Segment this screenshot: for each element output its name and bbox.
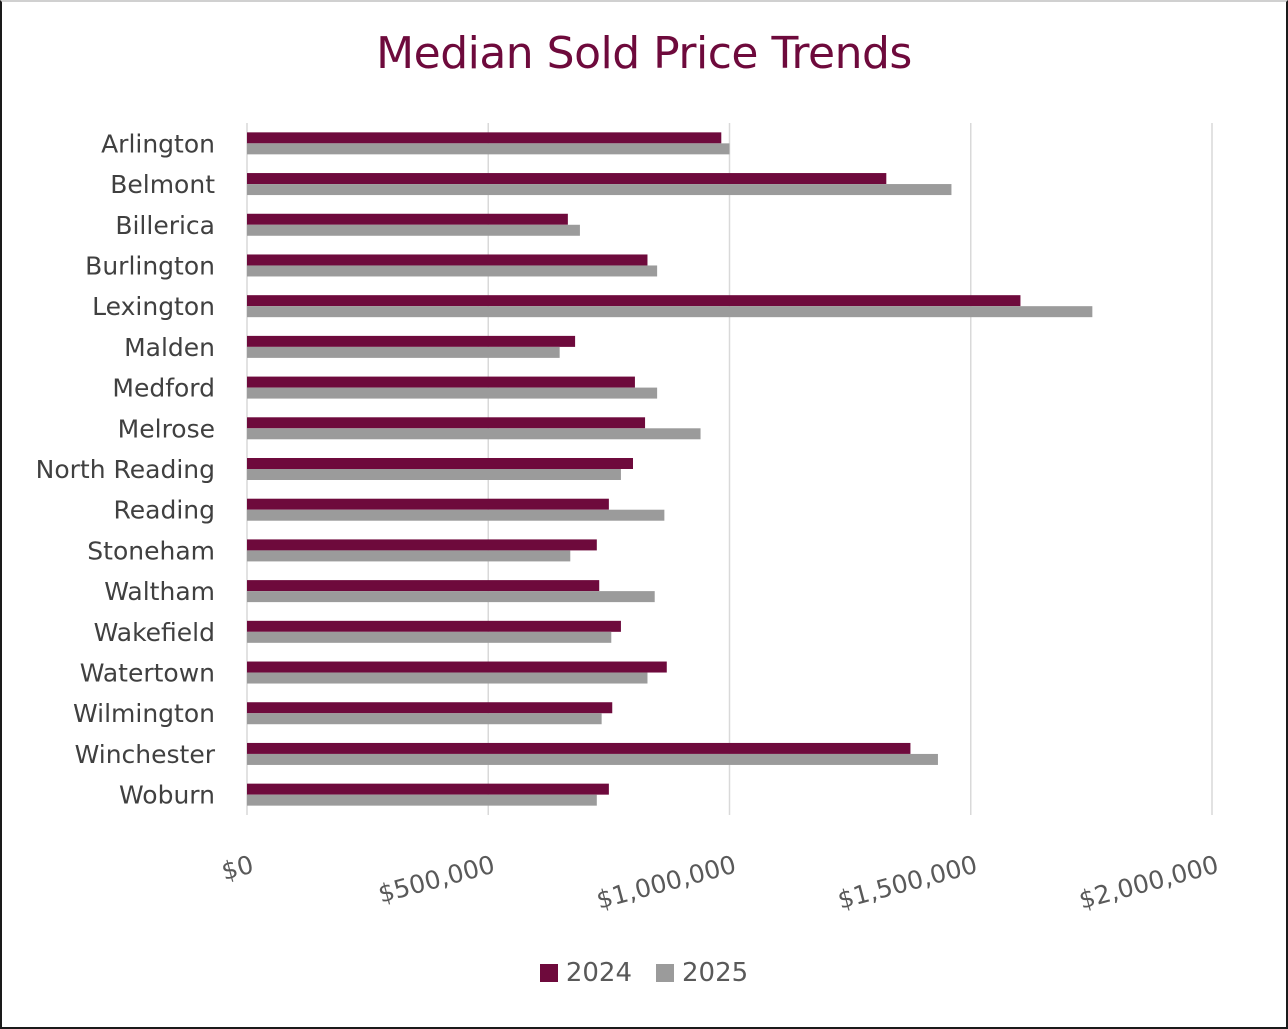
bar-2024: [247, 417, 646, 429]
bar-2025: [247, 794, 597, 806]
category-label: Billerica: [115, 211, 215, 240]
bar-2024: [247, 335, 576, 347]
bar-2024: [247, 132, 722, 144]
category-label: Waltham: [104, 577, 215, 606]
x-tick-label: $1,000,000: [593, 850, 739, 915]
bar-2025: [247, 713, 602, 725]
bar-2025: [247, 265, 658, 277]
bar-2025: [247, 184, 952, 196]
category-label: Reading: [114, 496, 215, 525]
bar-2025: [247, 509, 665, 521]
category-label: Melrose: [118, 414, 215, 443]
legend: 2024 2025: [0, 958, 1288, 988]
bar-2024: [247, 702, 613, 714]
category-label: Arlington: [101, 129, 215, 158]
bar-2024: [247, 580, 600, 592]
bar-2024: [247, 254, 648, 266]
category-label: Wilmington: [73, 699, 215, 728]
bar-2025: [247, 224, 580, 236]
legend-item-2024: 2024: [539, 958, 632, 988]
category-label: North Reading: [36, 455, 215, 484]
x-tick-label: $1,500,000: [835, 850, 981, 915]
legend-item-2025: 2025: [656, 958, 748, 988]
bar-2025: [247, 591, 655, 603]
bar-2025: [247, 143, 730, 155]
bar-2025: [247, 346, 560, 358]
x-tick-label: $2,000,000: [1076, 850, 1222, 915]
bar-2024: [247, 783, 609, 795]
category-label: Malden: [124, 333, 215, 362]
bar-2024: [247, 742, 911, 754]
bar-2024: [247, 498, 609, 510]
bar-2024: [247, 539, 597, 551]
bar-2024: [247, 376, 635, 388]
bar-2025: [247, 753, 938, 765]
bar-2025: [247, 306, 1093, 318]
category-label: Watertown: [80, 659, 215, 688]
category-label: Burlington: [85, 251, 215, 280]
bar-2025: [247, 550, 571, 562]
bar-2025: [247, 631, 612, 643]
bar-2024: [247, 295, 1021, 307]
category-label: Woburn: [119, 781, 215, 810]
legend-label-2025: 2025: [682, 958, 749, 988]
bar-2024: [247, 458, 633, 469]
bar-2024: [247, 173, 887, 185]
x-tick-label: $0: [218, 850, 256, 886]
category-label: Winchester: [75, 740, 216, 769]
bar-2025: [247, 428, 701, 440]
category-label: Stoneham: [87, 536, 215, 565]
category-label: Medford: [112, 374, 215, 403]
legend-label-2024: 2024: [565, 958, 632, 988]
category-label: Belmont: [110, 170, 215, 199]
bar-2024: [247, 661, 667, 673]
bar-2024: [247, 620, 621, 632]
legend-swatch-2024: [539, 964, 558, 982]
x-tick-label: $500,000: [375, 850, 498, 909]
bar-2025: [247, 469, 621, 480]
legend-swatch-2025: [656, 964, 674, 982]
bar-2025: [247, 387, 658, 399]
category-label: Wakefield: [94, 618, 215, 647]
category-label: Lexington: [92, 292, 215, 321]
bar-2025: [247, 672, 648, 684]
bar-2024: [247, 213, 568, 225]
chart-title: Median Sold Price Trends: [376, 28, 912, 79]
